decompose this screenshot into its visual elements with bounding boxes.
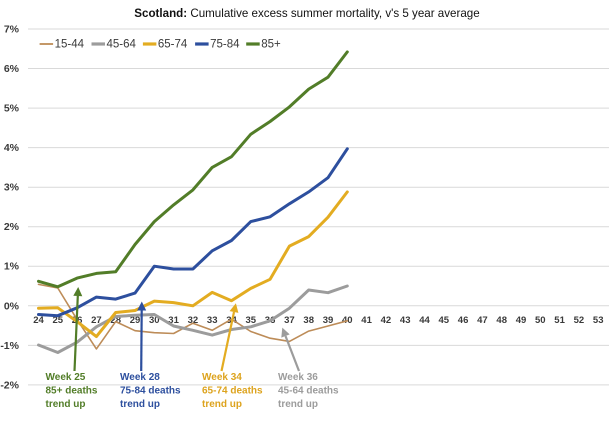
svg-text:7%: 7% — [4, 24, 20, 36]
svg-text:15-44: 15-44 — [55, 39, 85, 51]
svg-text:65-74 deaths: 65-74 deaths — [202, 386, 263, 397]
svg-text:38: 38 — [303, 315, 314, 326]
svg-text:28: 28 — [110, 315, 121, 326]
svg-text:5%: 5% — [4, 103, 20, 115]
svg-text:35: 35 — [246, 315, 257, 326]
svg-text:39: 39 — [323, 315, 334, 326]
svg-text:50: 50 — [535, 315, 546, 326]
svg-text:25: 25 — [53, 315, 64, 326]
svg-text:49: 49 — [516, 315, 527, 326]
svg-text:53: 53 — [593, 315, 604, 326]
svg-text:trend up: trend up — [202, 399, 242, 410]
svg-text:27: 27 — [91, 315, 102, 326]
svg-text:42: 42 — [381, 315, 392, 326]
svg-text:48: 48 — [496, 315, 507, 326]
svg-text:47: 47 — [477, 315, 488, 326]
svg-text:trend up: trend up — [120, 399, 160, 410]
svg-text:30: 30 — [149, 315, 160, 326]
svg-text:Week 34: Week 34 — [202, 372, 242, 383]
svg-text:24: 24 — [33, 315, 44, 326]
svg-text:-2%: -2% — [0, 379, 19, 391]
svg-text:51: 51 — [554, 315, 565, 326]
svg-text:75-84: 75-84 — [210, 39, 240, 51]
svg-text:45-64 deaths: 45-64 deaths — [278, 386, 339, 397]
svg-text:45-64: 45-64 — [107, 39, 137, 51]
svg-text:6%: 6% — [4, 63, 20, 75]
svg-text:52: 52 — [574, 315, 585, 326]
svg-text:37: 37 — [284, 315, 295, 326]
svg-text:-1%: -1% — [0, 340, 19, 352]
svg-text:3%: 3% — [4, 182, 20, 194]
svg-text:1%: 1% — [4, 261, 20, 273]
svg-text:2%: 2% — [4, 221, 20, 233]
svg-text:Week 25: Week 25 — [46, 372, 86, 383]
svg-text:65-74: 65-74 — [158, 39, 188, 51]
svg-text:0%: 0% — [4, 300, 20, 312]
svg-text:Week 28: Week 28 — [120, 372, 160, 383]
svg-text:43: 43 — [400, 315, 411, 326]
svg-text:32: 32 — [188, 315, 199, 326]
svg-text:33: 33 — [207, 315, 218, 326]
svg-text:trend up: trend up — [278, 399, 318, 410]
svg-text:31: 31 — [168, 315, 179, 326]
svg-text:trend up: trend up — [46, 399, 86, 410]
svg-text:Week 36: Week 36 — [278, 372, 318, 383]
svg-text:75-84 deaths: 75-84 deaths — [120, 386, 181, 397]
svg-text:85+: 85+ — [261, 39, 281, 51]
svg-text:45: 45 — [439, 315, 450, 326]
svg-text:41: 41 — [361, 315, 372, 326]
svg-text:29: 29 — [130, 315, 141, 326]
svg-text:85+ deaths: 85+ deaths — [46, 386, 98, 397]
svg-text:4%: 4% — [4, 142, 20, 154]
svg-text:44: 44 — [419, 315, 430, 326]
svg-text:46: 46 — [458, 315, 469, 326]
svg-text:Scotland: Cumulative excess su: Scotland: Cumulative excess summer morta… — [134, 7, 479, 20]
